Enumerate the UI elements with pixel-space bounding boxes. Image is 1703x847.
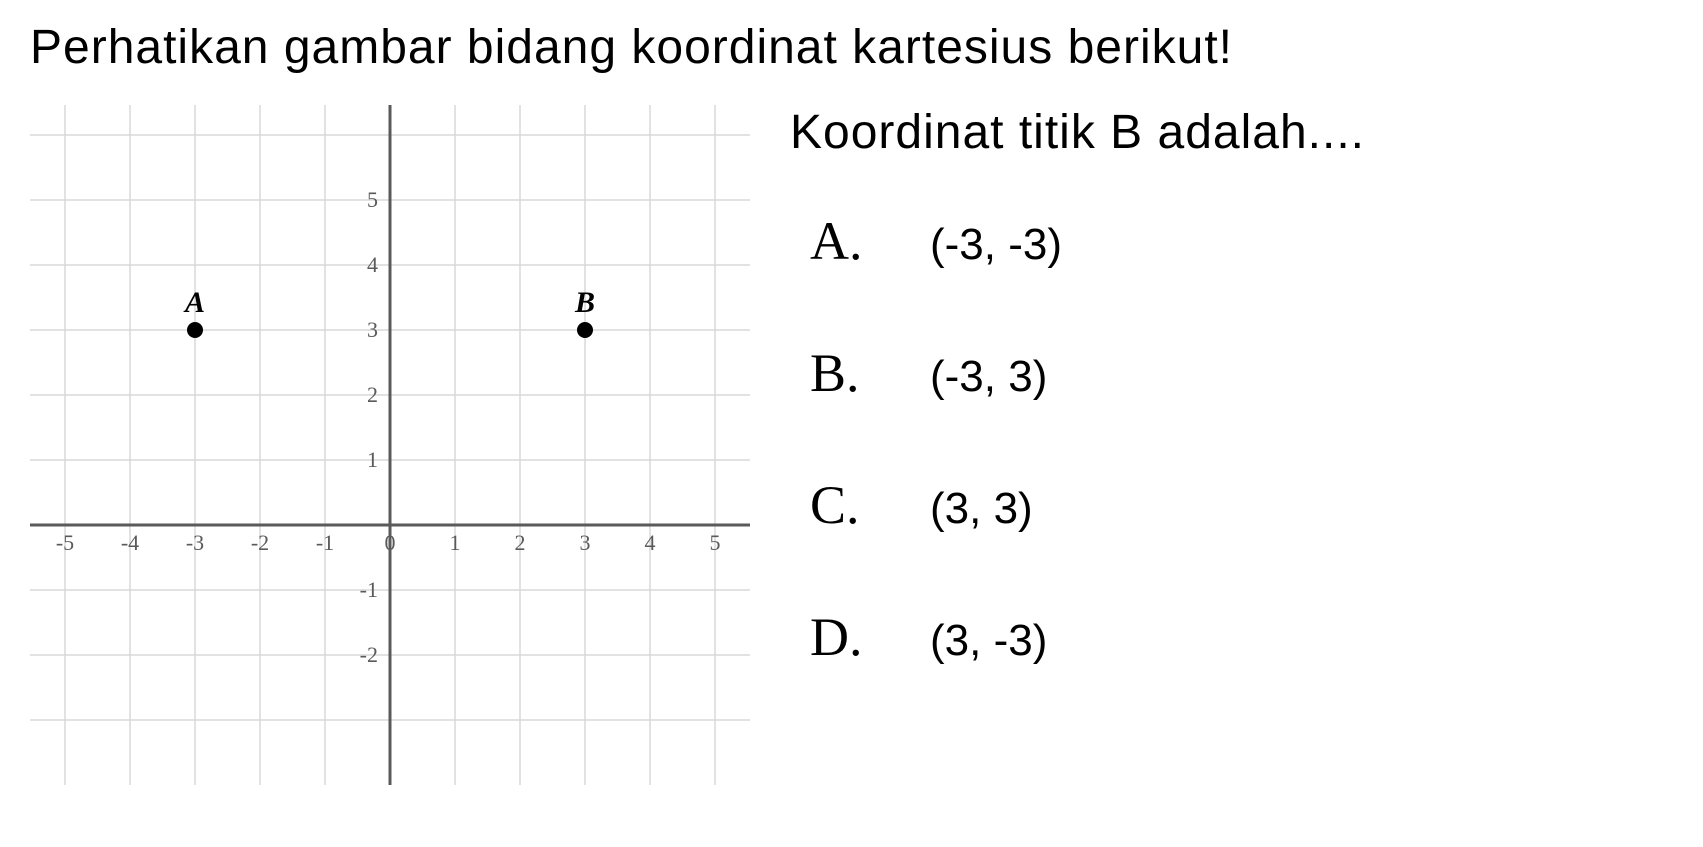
svg-text:-2: -2 (360, 642, 378, 667)
point-a (187, 322, 203, 338)
option-b[interactable]: B. (-3, 3) (810, 342, 1673, 404)
options-list: A. (-3, -3) B. (-3, 3) C. (3, 3) D. (3, … (790, 210, 1673, 668)
option-letter: A. (810, 210, 930, 272)
option-letter: B. (810, 342, 930, 404)
svg-text:2: 2 (367, 382, 378, 407)
svg-text:5: 5 (710, 530, 721, 555)
coordinate-chart: -5 -4 -3 -2 -1 0 1 2 3 4 5 -2 -1 1 2 3 4 5 A B (30, 105, 750, 785)
point-label-a: A (183, 286, 205, 319)
option-text: (-3, 3) (930, 352, 1047, 402)
svg-text:-5: -5 (56, 530, 74, 555)
chart-svg: -5 -4 -3 -2 -1 0 1 2 3 4 5 -2 -1 1 2 3 4 5 A B (30, 105, 750, 785)
svg-text:-3: -3 (186, 530, 204, 555)
option-letter: D. (810, 606, 930, 668)
option-letter: C. (810, 474, 930, 536)
option-d[interactable]: D. (3, -3) (810, 606, 1673, 668)
svg-text:1: 1 (450, 530, 461, 555)
option-text: (-3, -3) (930, 220, 1062, 270)
page-container: Perhatikan gambar bidang koordinat karte… (30, 20, 1673, 785)
svg-text:5: 5 (367, 187, 378, 212)
option-text: (3, -3) (930, 616, 1047, 666)
svg-text:-4: -4 (121, 530, 139, 555)
point-label-b: B (574, 286, 595, 319)
svg-text:4: 4 (367, 252, 378, 277)
point-b (577, 322, 593, 338)
svg-text:-1: -1 (316, 530, 334, 555)
svg-text:1: 1 (367, 447, 378, 472)
question-subtitle: Koordinat titik B adalah.... (790, 105, 1673, 160)
option-text: (3, 3) (930, 484, 1033, 534)
svg-text:-2: -2 (251, 530, 269, 555)
option-c[interactable]: C. (3, 3) (810, 474, 1673, 536)
svg-text:2: 2 (515, 530, 526, 555)
question-title: Perhatikan gambar bidang koordinat karte… (30, 20, 1673, 75)
option-a[interactable]: A. (-3, -3) (810, 210, 1673, 272)
svg-text:4: 4 (645, 530, 656, 555)
right-column: Koordinat titik B adalah.... A. (-3, -3)… (750, 105, 1673, 668)
svg-text:-1: -1 (360, 577, 378, 602)
svg-text:3: 3 (580, 530, 591, 555)
svg-text:0: 0 (385, 530, 396, 555)
content-row: -5 -4 -3 -2 -1 0 1 2 3 4 5 -2 -1 1 2 3 4 5 A B Koordinat ti… (30, 105, 1673, 785)
svg-text:3: 3 (367, 317, 378, 342)
